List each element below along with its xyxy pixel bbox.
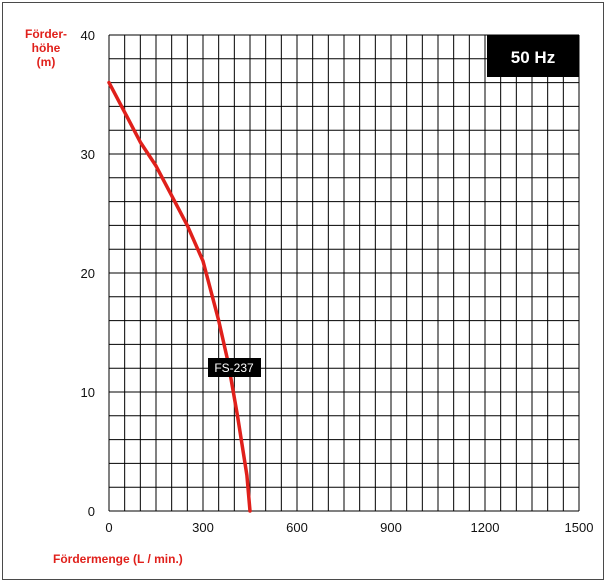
- y-axis-title-line-1: Förder-: [25, 27, 67, 41]
- x-tick-label: 0: [105, 520, 112, 535]
- y-axis: 0 10 20 30 40: [81, 28, 95, 519]
- chart-frame: 0 10 20 30 40 0 300 600 900 1200 1500 Förder- höh…: [2, 2, 604, 580]
- y-axis-title-line-2: höhe: [32, 41, 61, 55]
- y-axis-title-line-3: (m): [37, 55, 56, 69]
- frequency-badge-background: [487, 35, 579, 77]
- y-tick-label: 30: [81, 147, 95, 162]
- y-axis-title: Förder- höhe (m): [25, 27, 67, 69]
- grid: [108, 34, 580, 512]
- y-tick-label: 10: [81, 385, 95, 400]
- x-tick-label: 300: [192, 520, 214, 535]
- curve-label-background: [208, 358, 261, 377]
- curve-label: FS-237: [208, 358, 261, 377]
- x-tick-label: 1500: [565, 520, 594, 535]
- y-tick-label: 40: [81, 28, 95, 43]
- x-axis: 0 300 600 900 1200 1500: [105, 520, 593, 535]
- frequency-badge: 50 Hz: [487, 35, 579, 77]
- y-tick-label: 20: [81, 266, 95, 281]
- curve-label-text: FS-237: [214, 361, 254, 375]
- x-tick-label: 1200: [471, 520, 500, 535]
- x-axis-title: Fördermenge (L / min.): [53, 552, 183, 566]
- y-tick-label: 0: [88, 504, 95, 519]
- x-tick-label: 900: [380, 520, 402, 535]
- frequency-badge-text: 50 Hz: [511, 48, 555, 67]
- performance-chart: 0 10 20 30 40 0 300 600 900 1200 1500 Förder- höh…: [25, 27, 593, 566]
- x-tick-label: 600: [286, 520, 308, 535]
- pump-curve-line: [107, 80, 252, 513]
- curve-layer: [107, 80, 252, 513]
